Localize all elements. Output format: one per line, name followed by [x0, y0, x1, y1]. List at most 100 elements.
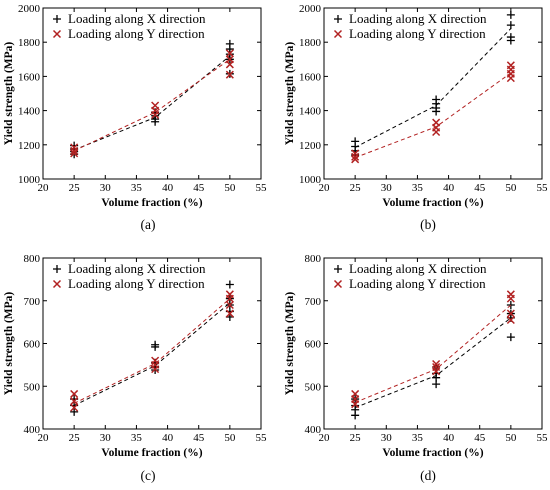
y-tick-label: 600: [305, 339, 322, 351]
legend-marker-x: [53, 15, 61, 23]
x-tick-label: 50: [224, 432, 236, 444]
legend-marker-y: [333, 279, 343, 289]
x-tick-label: 45: [474, 182, 486, 194]
x-axis-title: Volume fraction (%): [382, 447, 483, 459]
legend-marker-x: [334, 15, 342, 23]
chart-panel-3: 20 25 30 35 40 45 50 55 400 500 600 700 800 Volume fr…: [3, 253, 267, 483]
y-axis-title: Yield strength (MPa): [3, 292, 15, 396]
y-axis-title: Yield strength (MPa): [3, 42, 15, 146]
x-tick-label: 55: [256, 432, 268, 444]
data-point-y-direction: [506, 315, 515, 325]
y-tick-label: 700: [305, 296, 322, 308]
x-tick-label: 30: [381, 182, 393, 194]
data-point-x-direction: [506, 301, 515, 310]
trend-line-x: [73, 302, 231, 406]
y-tick-label: 800: [24, 253, 41, 265]
x-tick-label: 55: [256, 182, 268, 194]
panel-label: (b): [420, 217, 436, 232]
x-tick-label: 30: [100, 182, 112, 194]
x-tick-label: 50: [505, 432, 517, 444]
data-point-x-direction: [506, 10, 515, 19]
y-axis-title: Yield strength (MPa): [284, 292, 296, 396]
legend-marker-y: [52, 29, 62, 39]
data-point-y-direction: [225, 294, 234, 303]
data-point-y-direction: [432, 127, 441, 137]
x-tick-label: 20: [319, 182, 331, 194]
trend-line-x: [354, 317, 512, 409]
y-tick-label: 700: [24, 296, 41, 308]
x-tick-label: 30: [381, 432, 393, 444]
data-point-y-direction: [351, 152, 360, 161]
trend-line-y: [73, 298, 231, 404]
data-point-x-direction: [151, 117, 160, 126]
x-axis-title: Volume fraction (%): [101, 447, 202, 459]
legend-label: Loading along X direction: [68, 11, 206, 26]
legend-marker-y: [52, 279, 62, 289]
x-tick-label: 20: [38, 182, 50, 194]
x-tick-label: 25: [350, 182, 362, 194]
trend-line-y: [354, 304, 512, 403]
data-point-y-direction: [70, 403, 79, 412]
x-tick-label: 25: [350, 432, 362, 444]
data-point-x-direction: [432, 107, 441, 116]
data-point-y-direction: [225, 49, 234, 58]
data-point-x-direction: [225, 280, 234, 289]
trend-line-y: [73, 58, 231, 152]
legend-label: Loading along Y direction: [349, 276, 486, 291]
x-tick-label: 40: [443, 182, 455, 194]
chart-panel-1: 20 25 30 35 40 45 50 55 1000 1200 1400 1600 1800 2000…: [3, 3, 267, 232]
data-point-y-direction: [432, 367, 441, 376]
data-point-y-direction: [70, 146, 79, 155]
x-tick-label: 40: [162, 432, 174, 444]
x-tick-label: 35: [131, 182, 143, 194]
data-point-y-direction: [506, 294, 515, 303]
data-point-x-direction: [506, 36, 515, 45]
y-tick-label: 400: [24, 424, 41, 436]
data-point-y-direction: [70, 143, 79, 152]
data-point-y-direction: [506, 309, 515, 318]
chart-panel-2: 20 25 30 35 40 45 50 55 1000 1200 1400 1600 1800 2000…: [284, 3, 548, 232]
x-tick-label: 40: [162, 182, 174, 194]
x-tick-label: 20: [38, 432, 50, 444]
x-tick-label: 20: [319, 432, 331, 444]
y-tick-label: 1600: [18, 71, 41, 83]
data-point-y-direction: [506, 74, 515, 83]
y-tick-label: 1800: [299, 37, 322, 49]
data-point-y-direction: [70, 389, 79, 398]
chart-panel-4: 20 25 30 35 40 45 50 55 400 500 600 700 800 Volume fr…: [284, 253, 548, 483]
legend-marker-x: [334, 265, 342, 273]
data-point-y-direction: [432, 359, 441, 369]
x-tick-label: 55: [537, 182, 549, 194]
y-tick-label: 400: [305, 424, 322, 436]
data-point-y-direction: [151, 110, 160, 119]
x-tick-label: 45: [193, 432, 205, 444]
y-tick-label: 1000: [18, 174, 41, 186]
y-tick-label: 1000: [299, 174, 322, 186]
y-tick-label: 2000: [299, 3, 322, 15]
y-tick-label: 1600: [299, 71, 322, 83]
data-point-y-direction: [351, 155, 360, 164]
data-point-x-direction: [506, 333, 515, 342]
y-tick-label: 1400: [299, 106, 322, 118]
y-axis-title: Yield strength (MPa): [284, 42, 296, 146]
data-point-y-direction: [351, 400, 360, 409]
data-point-y-direction: [70, 397, 79, 406]
y-tick-label: 1800: [18, 37, 41, 49]
legend-label: Loading along X direction: [349, 11, 487, 26]
legend-marker-x: [53, 265, 61, 273]
x-tick-label: 35: [412, 182, 424, 194]
legend-marker-y: [333, 29, 343, 39]
legend-label: Loading along Y direction: [68, 26, 205, 41]
data-point-y-direction: [225, 300, 234, 310]
y-tick-label: 500: [305, 381, 322, 393]
panel-label: (d): [420, 468, 436, 483]
data-point-y-direction: [225, 60, 234, 69]
x-tick-label: 45: [474, 432, 486, 444]
x-tick-label: 40: [443, 432, 455, 444]
plot-frame: [323, 7, 543, 180]
y-tick-label: 1200: [18, 140, 41, 152]
data-point-x-direction: [432, 380, 441, 389]
legend-label: Loading along X direction: [68, 261, 206, 276]
y-tick-label: 800: [305, 253, 322, 265]
data-point-y-direction: [351, 149, 360, 158]
